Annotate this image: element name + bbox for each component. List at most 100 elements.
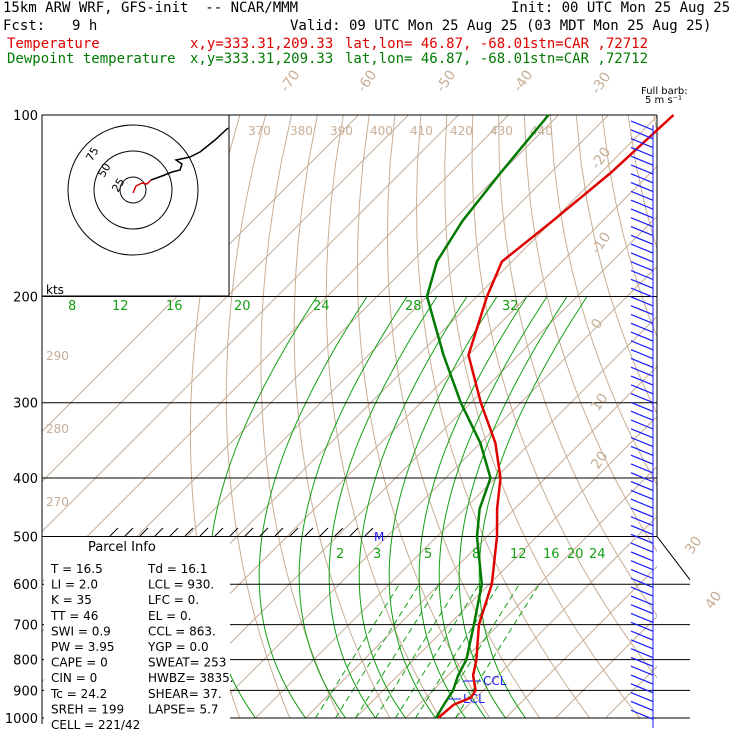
hodograph-trace-high: [150, 127, 229, 181]
pressure-tick-500: 500: [13, 530, 38, 545]
parcel-row-3-right: EL = 0.: [148, 609, 191, 623]
wind-barb-67: [630, 709, 654, 720]
mixing-ratio-line-6: [435, 583, 520, 719]
isotherm--100: [42, 115, 459, 533]
hatch-mark: [154, 527, 164, 537]
dry-adiabat-410: [653, 115, 657, 135]
hatch-mark: [169, 527, 179, 537]
isotherm-50: [605, 665, 657, 719]
isentrope-label-440: 440: [530, 124, 553, 138]
wind-barb-26: [630, 349, 654, 360]
hatch-mark: [274, 527, 284, 537]
parcel-row-9-right: LAPSE= 5.7: [148, 702, 219, 716]
wind-barb-43: [630, 498, 654, 509]
wind-barb-13: [630, 234, 654, 245]
sounding-profiles: [425, 114, 675, 719]
dry-adiabat-300: [356, 115, 491, 719]
hatch-mark: [214, 527, 224, 537]
isotherm--90: [42, 115, 509, 583]
wind-barb-2: [630, 138, 654, 149]
wind-barb-40: [630, 472, 654, 483]
dry-adiabat-260: [225, 115, 291, 719]
hodograph-units: kts: [46, 283, 64, 297]
wind-barb-31: [630, 393, 654, 404]
forecast-hour: 9 h: [72, 18, 98, 34]
wind-barb-15: [630, 252, 654, 263]
mixing-ratio-label-lower-12: 12: [510, 547, 527, 562]
wind-barb-8: [630, 190, 654, 201]
wind-barb-30: [630, 384, 654, 395]
isotherm--20: [255, 315, 657, 719]
mixing-ratio-label-upper-16: 16: [166, 299, 183, 314]
mixing-ratio-line-2: [355, 583, 440, 719]
hatch-mark: [244, 527, 254, 537]
isotherm-label-30: 30: [682, 534, 705, 558]
mixing-ratio-label-upper-20: 20: [234, 299, 251, 314]
pressure-tick-200: 200: [13, 291, 38, 306]
mixing-ratio-line-4: [395, 583, 480, 719]
wind-barb-47: [630, 533, 654, 544]
dewpoint-legend-station: stn=CAR ,72712: [530, 51, 649, 67]
isotherm--110: [42, 115, 409, 483]
wind-barb-60: [630, 648, 654, 659]
isentrope-label-400: 400: [370, 124, 393, 138]
dewpoint-legend-latlon: lat,lon= 46.87, -68.01: [345, 51, 531, 67]
isentrope-label-410: 410: [410, 124, 433, 138]
isotherm-label-20: 20: [588, 449, 611, 473]
dewpoint-legend-xy: x,y=333.31,209.33: [190, 51, 334, 67]
hatch-mark: [139, 527, 149, 537]
wind-barb-33: [630, 410, 654, 421]
wind-barb-29: [630, 375, 654, 386]
isotherm-label-10: 10: [588, 391, 611, 415]
parcel-row-0-left: T = 16.5: [50, 562, 103, 576]
wind-barb-63: [630, 674, 654, 685]
parcel-row-1-left: LI = 2.0: [51, 578, 98, 592]
moist-line-3: [328, 296, 438, 719]
wind-barb-53: [630, 586, 654, 597]
parcel-info-panel: Parcel Info T = 16.5 Td = 16.1 LI = 2.0 LCL…: [44, 537, 234, 732]
mixing-ratio-label-upper-28: 28: [405, 299, 422, 314]
wind-barb-34: [630, 419, 654, 430]
temperature-legend-xy: x,y=333.31,209.33: [190, 36, 334, 52]
pressure-tick-600: 600: [13, 578, 38, 593]
isotherm-label--10: -10: [588, 229, 614, 257]
temperature-legend-station: stn=CAR ,72712: [530, 36, 649, 52]
wind-barb-9: [630, 199, 654, 210]
dry-adiabat-390: [601, 115, 657, 339]
hatch-mark: [304, 527, 314, 537]
hatch-mark: [364, 527, 374, 537]
wind-barb-51: [630, 568, 654, 580]
dry-adiabat-270: [260, 115, 341, 719]
isotherm-30: [505, 565, 657, 719]
wind-barb-54: [630, 595, 654, 606]
wind-barb-column: [630, 120, 654, 728]
dry-adiabat-280: [293, 115, 391, 719]
parcel-row-9-left: SREH = 199: [51, 702, 124, 716]
wind-barb-14: [630, 243, 654, 254]
wind-barb-24: [630, 331, 654, 342]
dewpoint-profile: [425, 114, 550, 719]
m-marker: M: [374, 530, 384, 544]
wind-barb-38: [630, 454, 654, 465]
wind-barb-35: [630, 428, 654, 439]
wind-barb-48: [630, 542, 654, 553]
wind-barb-0: [630, 120, 654, 131]
wind-barb-64: [630, 683, 654, 694]
mixing-ratio-label-upper-32: 32: [502, 299, 519, 314]
isotherm--120: [42, 115, 359, 433]
parcel-row-5-right: YGP = 0.0: [147, 640, 209, 654]
hodograph-ring-50: [93, 150, 173, 230]
wind-barb-59: [630, 639, 654, 650]
dry-adiabat-370: [549, 115, 657, 486]
isentrope-label-280: 280: [46, 422, 69, 436]
mixing-ratio-line-0: [315, 583, 400, 719]
wind-legend: Full barb: 5 m s⁻¹: [641, 86, 688, 106]
mixing-ratio-line-1: [335, 583, 420, 719]
wind-barb-16: [630, 261, 654, 272]
dry-adiabat-420: [680, 115, 740, 718]
parcel-row-4-right: CCL = 863.: [148, 624, 216, 638]
hatch-mark: [259, 527, 269, 537]
wind-barb-37: [630, 445, 654, 456]
wind-barb-11: [630, 217, 654, 228]
